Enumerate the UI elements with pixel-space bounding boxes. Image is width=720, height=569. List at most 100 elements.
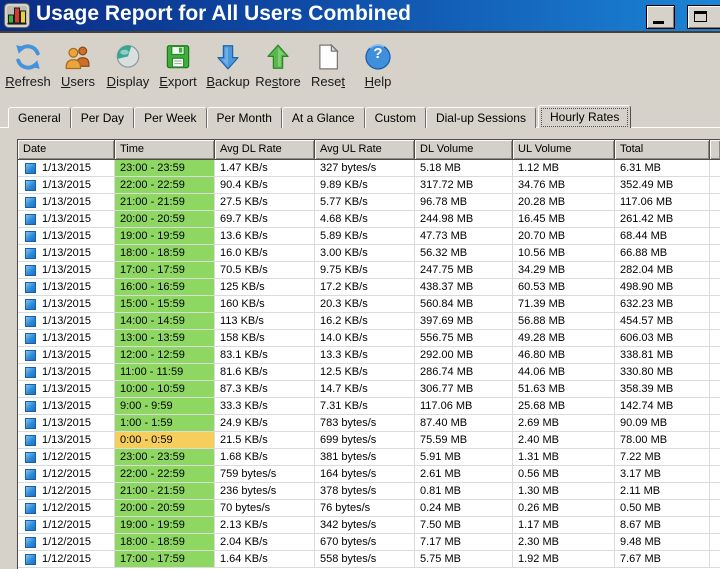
- table-row[interactable]: 1/13/2015 19:00 - 19:59 13.6 KB/s 5.89 K…: [18, 228, 720, 245]
- restore-button[interactable]: Restore: [253, 42, 303, 100]
- filler-cell: [710, 228, 720, 245]
- help-icon: ?: [363, 42, 393, 72]
- date-cell: 1/13/2015: [18, 279, 115, 296]
- table-row[interactable]: 1/13/2015 9:00 - 9:59 33.3 KB/s 7.31 KB/…: [18, 398, 720, 415]
- column-header-filler: [710, 140, 720, 160]
- date-value: 1/13/2015: [42, 196, 91, 208]
- date-cell: 1/12/2015: [18, 483, 115, 500]
- table-row[interactable]: 1/13/2015 17:00 - 17:59 70.5 KB/s 9.75 K…: [18, 262, 720, 279]
- tab-general[interactable]: General: [8, 107, 71, 128]
- tab-at-a-glance[interactable]: At a Glance: [281, 107, 365, 128]
- help-question-glyph: ?: [373, 45, 383, 62]
- ul-volume-cell: 46.80 MB: [513, 347, 615, 364]
- date-cell: 1/13/2015: [18, 262, 115, 279]
- tab-per-week[interactable]: Per Week: [134, 107, 207, 128]
- date-value: 1/13/2015: [42, 247, 91, 259]
- ul-volume-cell: 1.92 MB: [513, 551, 615, 568]
- table-row[interactable]: 1/13/2015 22:00 - 22:59 90.4 KB/s 9.89 K…: [18, 177, 720, 194]
- table-row[interactable]: 1/12/2015 20:00 - 20:59 70 bytes/s 76 by…: [18, 500, 720, 517]
- reset-button[interactable]: Reset: [303, 42, 353, 100]
- tab-hourly-rates[interactable]: Hourly Rates: [537, 105, 632, 128]
- total-cell: 454.57 MB: [615, 313, 710, 330]
- table-row[interactable]: 1/13/2015 0:00 - 0:59 21.5 KB/s 699 byte…: [18, 432, 720, 449]
- avg-ul-rate-cell: 342 bytes/s: [315, 517, 415, 534]
- date-cell: 1/13/2015: [18, 381, 115, 398]
- date-value: 1/13/2015: [42, 332, 91, 344]
- table-row[interactable]: 1/12/2015 22:00 - 22:59 759 bytes/s 164 …: [18, 466, 720, 483]
- tab-per-day[interactable]: Per Day: [70, 107, 135, 128]
- table-row[interactable]: 1/12/2015 18:00 - 18:59 2.04 KB/s 670 by…: [18, 534, 720, 551]
- date-cell: 1/13/2015: [18, 296, 115, 313]
- column-header-dl-volume[interactable]: DL Volume: [415, 140, 513, 160]
- dl-volume-cell: 247.75 MB: [415, 262, 513, 279]
- table-row[interactable]: 1/13/2015 12:00 - 12:59 83.1 KB/s 13.3 K…: [18, 347, 720, 364]
- filler-cell: [710, 279, 720, 296]
- ul-volume-cell: 10.56 MB: [513, 245, 615, 262]
- table-row[interactable]: 1/13/2015 10:00 - 10:59 87.3 KB/s 14.7 K…: [18, 381, 720, 398]
- column-header-ul-volume[interactable]: UL Volume: [513, 140, 615, 160]
- row-bullet-icon: [25, 417, 36, 429]
- date-cell: 1/13/2015: [18, 160, 115, 177]
- total-cell: 142.74 MB: [615, 398, 710, 415]
- tab-custom[interactable]: Custom: [364, 107, 426, 128]
- hourly-rates-panel: Date Time Avg DL Rate Avg UL Rate DL Vol…: [0, 127, 720, 569]
- table-row[interactable]: 1/13/2015 13:00 - 13:59 158 KB/s 14.0 KB…: [18, 330, 720, 347]
- table-row[interactable]: 1/13/2015 14:00 - 14:59 113 KB/s 16.2 KB…: [18, 313, 720, 330]
- refresh-icon: [13, 42, 43, 72]
- table-row[interactable]: 1/13/2015 20:00 - 20:59 69.7 KB/s 4.68 K…: [18, 211, 720, 228]
- table-row[interactable]: 1/12/2015 19:00 - 19:59 2.13 KB/s 342 by…: [18, 517, 720, 534]
- table-row[interactable]: 1/13/2015 23:00 - 23:59 1.47 KB/s 327 by…: [18, 160, 720, 177]
- table-row[interactable]: 1/12/2015 17:00 - 17:59 1.64 KB/s 558 by…: [18, 551, 720, 568]
- backup-label: Backup: [206, 74, 250, 89]
- time-cell: 13:00 - 13:59: [115, 330, 215, 347]
- table-row[interactable]: 1/13/2015 15:00 - 15:59 160 KB/s 20.3 KB…: [18, 296, 720, 313]
- help-button[interactable]: ? Help: [353, 42, 403, 100]
- dl-volume-cell: 5.18 MB: [415, 160, 513, 177]
- ul-volume-cell: 25.68 MB: [513, 398, 615, 415]
- avg-ul-rate-cell: 783 bytes/s: [315, 415, 415, 432]
- help-label: Help: [364, 74, 392, 89]
- column-header-total[interactable]: Total: [615, 140, 710, 160]
- tab-dial-up-sessions[interactable]: Dial-up Sessions: [425, 107, 536, 128]
- dl-volume-cell: 244.98 MB: [415, 211, 513, 228]
- time-cell: 23:00 - 23:59: [115, 449, 215, 466]
- filler-cell: [710, 466, 720, 483]
- total-cell: 90.09 MB: [615, 415, 710, 432]
- total-cell: 68.44 MB: [615, 228, 710, 245]
- avg-dl-rate-cell: 87.3 KB/s: [215, 381, 315, 398]
- export-button[interactable]: Export: [153, 42, 203, 100]
- minimize-button[interactable]: [646, 5, 675, 29]
- time-cell: 12:00 - 12:59: [115, 347, 215, 364]
- column-header-time[interactable]: Time: [115, 140, 215, 160]
- display-button[interactable]: Display: [103, 42, 153, 100]
- row-bullet-icon: [25, 451, 36, 463]
- avg-dl-rate-cell: 33.3 KB/s: [215, 398, 315, 415]
- table-row[interactable]: 1/13/2015 16:00 - 16:59 125 KB/s 17.2 KB…: [18, 279, 720, 296]
- column-header-avg-ul-rate[interactable]: Avg UL Rate: [315, 140, 415, 160]
- maximize-icon: [694, 11, 707, 22]
- table-row[interactable]: 1/13/2015 11:00 - 11:59 81.6 KB/s 12.5 K…: [18, 364, 720, 381]
- time-cell: 23:00 - 23:59: [115, 160, 215, 177]
- table-row[interactable]: 1/13/2015 18:00 - 18:59 16.0 KB/s 3.00 K…: [18, 245, 720, 262]
- refresh-button[interactable]: Refresh: [3, 42, 53, 100]
- dl-volume-cell: 560.84 MB: [415, 296, 513, 313]
- filler-cell: [710, 500, 720, 517]
- row-bullet-icon: [25, 383, 36, 395]
- tab-per-month[interactable]: Per Month: [206, 107, 282, 128]
- users-button[interactable]: Users: [53, 42, 103, 100]
- table-row[interactable]: 1/12/2015 21:00 - 21:59 236 bytes/s 378 …: [18, 483, 720, 500]
- column-header-date[interactable]: Date: [18, 140, 115, 160]
- backup-button[interactable]: Backup: [203, 42, 253, 100]
- maximize-button[interactable]: [687, 5, 720, 29]
- table-row[interactable]: 1/12/2015 23:00 - 23:59 1.68 KB/s 381 by…: [18, 449, 720, 466]
- dl-volume-cell: 7.50 MB: [415, 517, 513, 534]
- dl-volume-cell: 438.37 MB: [415, 279, 513, 296]
- table-row[interactable]: 1/13/2015 1:00 - 1:59 24.9 KB/s 783 byte…: [18, 415, 720, 432]
- table-row[interactable]: 1/13/2015 21:00 - 21:59 27.5 KB/s 5.77 K…: [18, 194, 720, 211]
- column-header-avg-dl-rate[interactable]: Avg DL Rate: [215, 140, 315, 160]
- dl-volume-cell: 96.78 MB: [415, 194, 513, 211]
- ul-volume-cell: 2.69 MB: [513, 415, 615, 432]
- ul-volume-cell: 34.29 MB: [513, 262, 615, 279]
- date-value: 1/12/2015: [42, 536, 91, 548]
- time-cell: 9:00 - 9:59: [115, 398, 215, 415]
